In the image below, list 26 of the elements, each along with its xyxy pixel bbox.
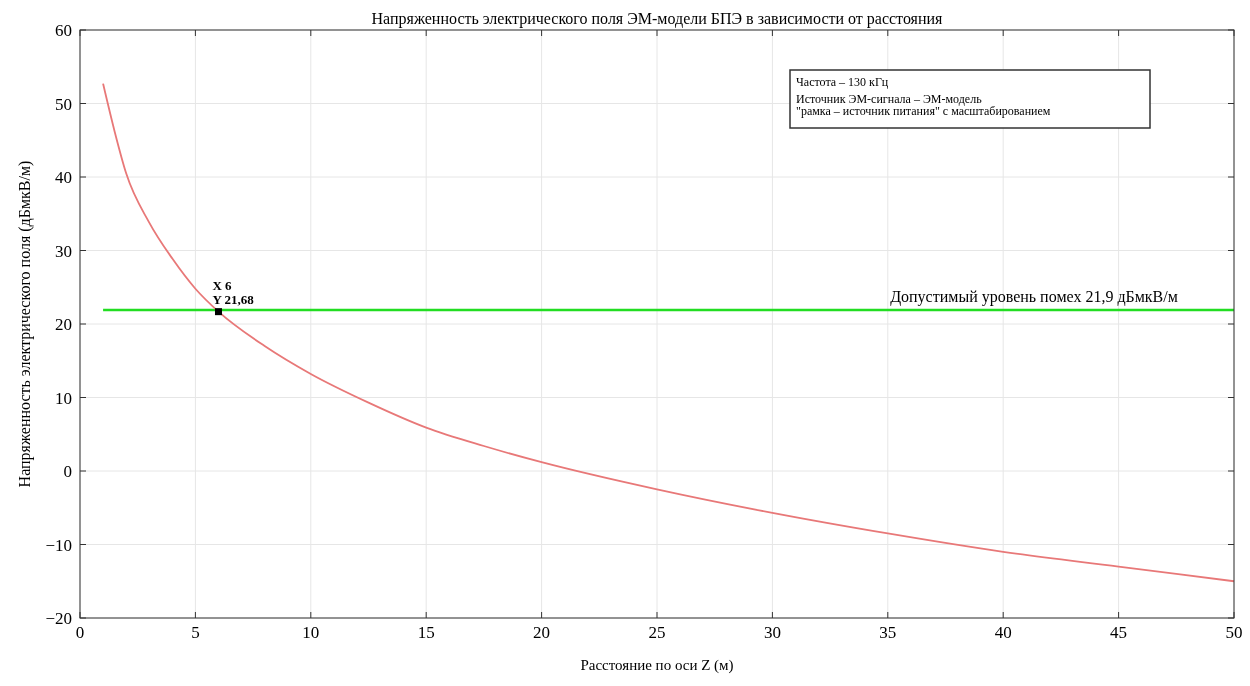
- x-tick-label: 50: [1225, 623, 1243, 642]
- x-tick-label: 40: [994, 623, 1012, 642]
- x-tick-label: 10: [302, 623, 320, 642]
- y-tick-label: 30: [55, 241, 72, 261]
- y-tick-label: 60: [55, 21, 72, 40]
- y-axis-title: Напряженность электрического поля (дБмкВ/м): [16, 160, 34, 488]
- y-tick-label: −10: [45, 535, 72, 555]
- chart-title: Напряженность электрического поля ЭМ-модели БПЭ в зависимости от расстояния: [371, 10, 944, 28]
- y-tick-label: 0: [63, 462, 72, 481]
- x-tick-label: 25: [648, 623, 666, 642]
- y-tick-label: 20: [55, 315, 72, 334]
- x-axis-title: Расстояние по оси Z (м): [580, 657, 734, 674]
- annotation: Частота – 130 кГц Источник ЭМ-сигнала – ЭМ-модель "рамка – источник питания" с масштабированием: [796, 75, 1051, 118]
- x-tick-label: 5: [191, 623, 200, 642]
- x-tick-label: 45: [1110, 623, 1128, 642]
- x-tick-label: 20: [533, 623, 551, 642]
- x-tick-label: 35: [879, 623, 897, 642]
- y-tick-label: −20: [45, 609, 72, 628]
- annotation: X 6 Y 21,68: [212, 277, 255, 307]
- y-tick-label: 40: [55, 168, 72, 187]
- ref-line-label: Допустимый уровень помех 21,9 дБмкВ/м: [890, 288, 1178, 307]
- y-tick-label: 50: [55, 94, 72, 114]
- x-tick-label: 15: [417, 623, 435, 642]
- x-tick-label: 30: [763, 623, 781, 642]
- x-tick-label: 0: [75, 623, 85, 642]
- y-tick-label: 10: [55, 388, 72, 408]
